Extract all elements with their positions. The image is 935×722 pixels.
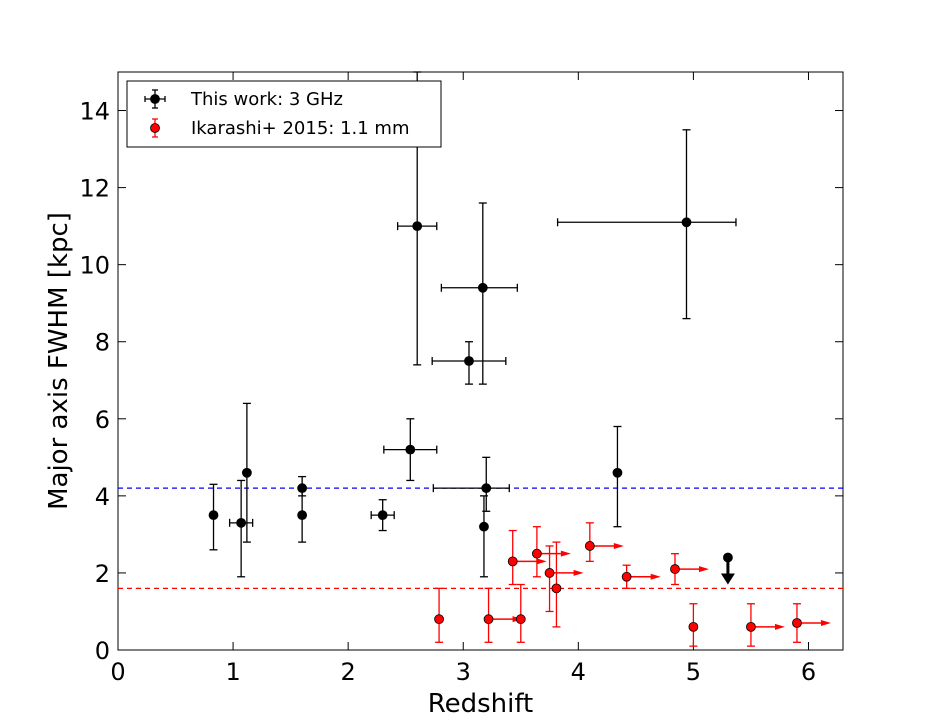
data-point — [746, 603, 785, 647]
limit-arrow-head — [820, 620, 831, 627]
data-marker — [621, 571, 632, 582]
data-point — [297, 487, 308, 543]
data-marker — [531, 548, 542, 559]
data-marker — [483, 614, 494, 625]
legend-label-ikarashi: Ikarashi+ 2015: 1.1 mm — [191, 118, 409, 139]
data-point — [208, 483, 219, 551]
data-marker — [412, 221, 423, 232]
data-point — [531, 526, 571, 578]
data-marker — [612, 467, 623, 478]
data-point — [507, 529, 547, 586]
limit-arrow-head — [536, 558, 547, 565]
data-point — [241, 402, 252, 543]
data-marker — [297, 510, 308, 521]
data-points — [208, 71, 831, 647]
y-axis-title: Major axis FWHM [kpc] — [44, 212, 74, 510]
plot-frame — [117, 71, 844, 651]
data-point — [556, 129, 737, 320]
data-marker — [723, 552, 733, 563]
data-point — [383, 418, 438, 482]
series-this-work — [208, 71, 737, 585]
data-marker — [434, 614, 444, 625]
x-tick-label: 5 — [686, 658, 701, 686]
limit-arrow-head — [613, 542, 624, 549]
legend-marker — [150, 94, 160, 104]
data-marker — [464, 356, 474, 366]
data-marker — [681, 217, 692, 228]
x-tick-label: 4 — [571, 658, 586, 686]
limit-arrow-head — [650, 573, 661, 580]
legend-label-this-work: This work: 3 GHz — [190, 89, 343, 110]
x-tick-label: 3 — [456, 658, 471, 686]
data-marker — [377, 510, 388, 521]
data-point — [483, 587, 523, 643]
upper-limit-head — [720, 573, 735, 585]
data-marker — [479, 521, 489, 532]
limit-arrow-head — [573, 569, 584, 576]
y-tick-label: 4 — [95, 483, 110, 511]
data-marker — [688, 621, 699, 632]
data-point — [431, 341, 507, 385]
data-marker — [551, 583, 562, 594]
series-ikarashi — [434, 522, 831, 647]
x-tick-label: 2 — [341, 658, 356, 686]
data-marker — [584, 541, 595, 551]
y-tick-label: 8 — [95, 329, 110, 357]
data-point — [434, 587, 444, 643]
data-point — [370, 499, 395, 532]
data-marker — [477, 282, 488, 293]
data-point — [720, 552, 735, 585]
reference-lines — [118, 487, 843, 589]
x-tick-label: 0 — [110, 658, 125, 686]
data-point — [584, 522, 624, 563]
y-tick-label: 12 — [79, 175, 110, 203]
data-marker — [507, 556, 518, 567]
data-point — [432, 456, 510, 512]
data-marker — [241, 467, 252, 478]
limit-arrow-head — [774, 623, 785, 630]
data-point — [612, 425, 623, 528]
legend-symbol-this-work — [144, 89, 166, 109]
legend-box — [126, 80, 442, 148]
data-point — [621, 564, 661, 589]
data-marker — [746, 621, 756, 632]
data-point — [479, 495, 489, 578]
legend-symbol-ikarashi — [150, 118, 160, 138]
y-tick-label: 10 — [79, 252, 110, 280]
data-marker — [208, 510, 219, 521]
data-marker — [405, 444, 416, 455]
data-point — [440, 202, 518, 385]
y-tick-label: 0 — [95, 637, 110, 665]
data-point — [792, 603, 831, 643]
limit-arrow-head — [560, 550, 571, 557]
data-marker — [481, 483, 492, 494]
y-tick-label: 14 — [79, 98, 110, 126]
data-point — [670, 553, 709, 586]
y-tick-label: 2 — [95, 560, 110, 588]
x-tick-label: 1 — [225, 658, 240, 686]
data-point — [551, 541, 562, 628]
data-point — [515, 583, 526, 643]
data-point — [228, 479, 254, 578]
data-point — [688, 603, 699, 647]
y-tick-label: 6 — [95, 406, 110, 434]
data-marker — [544, 568, 555, 578]
data-marker — [792, 618, 802, 628]
data-point — [544, 545, 584, 613]
limit-arrow-head — [698, 566, 709, 573]
x-axis-title: Redshift — [428, 689, 534, 719]
data-marker — [670, 564, 680, 574]
data-marker — [236, 517, 247, 528]
data-marker — [515, 614, 526, 625]
x-tick-label: 6 — [801, 658, 816, 686]
legend: This work: 3 GHz Ikarashi+ 2015: 1.1 mm — [126, 80, 442, 148]
legend-marker — [150, 123, 160, 133]
